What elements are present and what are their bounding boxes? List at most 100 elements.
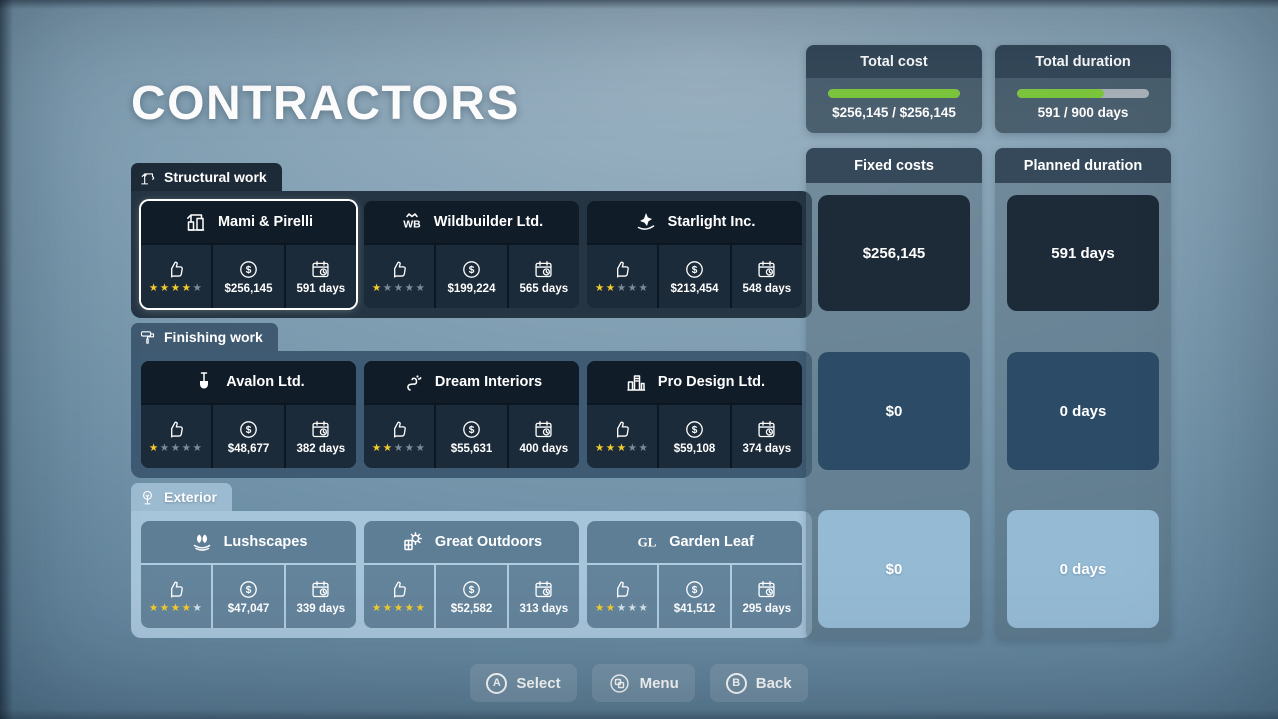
paint-roller-icon	[140, 330, 155, 344]
rating-stars: ★★★★★	[149, 283, 204, 294]
planned-duration-column: Planned duration 591 days 0 days 0 days	[995, 148, 1171, 640]
duration-value: 565 days	[519, 282, 569, 295]
calendar-icon	[758, 420, 775, 437]
back-button[interactable]: B Back	[709, 664, 808, 702]
star-empty-icon: ★	[159, 442, 171, 455]
dollar-icon: $	[240, 580, 257, 598]
cost-value: $59,108	[673, 442, 716, 455]
a-button-icon: A	[486, 672, 508, 694]
section-body-structural-work: Mami & Pirelli ★★★★★ $ $256,145 591 days WB Wi…	[131, 191, 812, 318]
calendar-icon	[312, 420, 329, 437]
svg-text:GL: GL	[638, 535, 657, 550]
rating-stars: ★★★★★	[372, 283, 427, 294]
calendar-icon	[535, 420, 552, 437]
leaves-logo-icon	[193, 534, 210, 551]
calendar-icon	[535, 580, 552, 597]
star-empty-icon: ★	[627, 282, 639, 295]
dollar-icon: $	[240, 260, 257, 278]
menu-button[interactable]: Menu	[591, 664, 695, 702]
duration-value: 400 days	[519, 442, 569, 455]
rating-cell: ★★★★★	[587, 565, 658, 628]
calendar-icon	[312, 260, 329, 277]
contractor-card[interactable]: Pro Design Ltd. ★★★★★ $ $59,108 374 days	[587, 361, 802, 468]
total-duration-value: 591 / 900 days	[1037, 105, 1129, 120]
star-empty-icon: ★	[192, 282, 204, 295]
contractor-card-header: Great Outdoors	[364, 521, 579, 563]
cost-cell: $ $48,677	[213, 405, 284, 468]
thumbs-up-icon	[616, 581, 629, 598]
rating-cell: ★★★★★	[587, 245, 658, 308]
contractor-card-header: Avalon Ltd.	[141, 361, 356, 403]
star-empty-icon: ★	[638, 602, 650, 615]
thumbs-up-icon	[393, 581, 406, 598]
section-exterior: Exterior Lushscapes ★★★★★ $ $47,047 339 days G…	[131, 483, 812, 638]
dollar-icon: $	[463, 420, 480, 438]
contractor-card[interactable]: Lushscapes ★★★★★ $ $47,047 339 days	[141, 521, 356, 628]
duration-value: 548 days	[742, 282, 792, 295]
contractor-card[interactable]: WB Wildbuilder Ltd. ★★★★★ $ $199,224 565 days	[364, 201, 579, 308]
thumbs-up-icon	[170, 421, 183, 438]
total-cost-panel: Total cost $256,145 / $256,145	[806, 45, 982, 133]
star-filled-icon: ★	[170, 602, 182, 615]
star-filled-icon: ★	[159, 602, 171, 615]
rating-cell: ★★★★★	[587, 405, 658, 468]
rating-cell: ★★★★★	[364, 565, 435, 628]
contractor-card-stats: ★★★★★ $ $48,677 382 days	[141, 405, 356, 468]
star-filled-icon: ★	[148, 442, 160, 455]
contractor-card[interactable]: Starlight Inc. ★★★★★ $ $213,454 548 days	[587, 201, 802, 308]
cost-cell: $ $59,108	[659, 405, 730, 468]
svg-text:$: $	[692, 265, 698, 276]
select-button[interactable]: A Select	[470, 664, 577, 702]
thumbs-up-icon	[393, 421, 406, 438]
star-filled-icon: ★	[382, 442, 394, 455]
fixed-cost-value-box: $0	[818, 510, 970, 628]
rating-stars: ★★★★★	[595, 443, 650, 454]
cost-cell: $ $41,512	[659, 565, 730, 628]
section-label: Finishing work	[164, 329, 263, 345]
contractor-card[interactable]: Avalon Ltd. ★★★★★ $ $48,677 382 days	[141, 361, 356, 468]
shovel-logo-icon	[200, 372, 209, 389]
contractor-card[interactable]: GL Garden Leaf ★★★★★ $ $41,512 295 days	[587, 521, 802, 628]
svg-text:$: $	[692, 585, 698, 596]
contractor-card[interactable]: Mami & Pirelli ★★★★★ $ $256,145 591 days	[141, 201, 356, 308]
star-filled-icon: ★	[605, 602, 617, 615]
star-empty-icon: ★	[404, 282, 416, 295]
calendar-icon	[535, 260, 552, 277]
svg-text:$: $	[246, 425, 252, 436]
contractor-name: Wildbuilder Ltd.	[433, 214, 544, 230]
calendar-icon	[758, 260, 775, 277]
star-empty-icon: ★	[393, 442, 405, 455]
duration-cell: 295 days	[731, 565, 802, 628]
contractor-name: Pro Design Ltd.	[657, 374, 766, 390]
sections: Structural work Mami & Pirelli ★★★★★ $ $256,…	[131, 163, 812, 643]
contractor-card[interactable]: Great Outdoors ★★★★★ $ $52,582 313 days	[364, 521, 579, 628]
contractor-card-stats: ★★★★★ $ $213,454 548 days	[587, 245, 802, 308]
contractor-card-header: Lushscapes	[141, 521, 356, 563]
duration-cell: 591 days	[285, 245, 356, 308]
contractor-card-stats: ★★★★★ $ $55,631 400 days	[364, 405, 579, 468]
dollar-icon: $	[686, 260, 703, 278]
contractor-card[interactable]: Dream Interiors ★★★★★ $ $55,631 400 days	[364, 361, 579, 468]
total-cost-progress-fill	[828, 89, 960, 98]
contractor-card-stats: ★★★★★ $ $59,108 374 days	[587, 405, 802, 468]
thumbs-up-icon	[170, 581, 183, 598]
star-empty-icon: ★	[192, 442, 204, 455]
dollar-icon: $	[463, 260, 480, 278]
star-filled-icon: ★	[393, 602, 405, 615]
rating-stars: ★★★★★	[149, 443, 204, 454]
star-empty-icon: ★	[627, 442, 639, 455]
svg-text:$: $	[469, 585, 475, 596]
total-duration-progressbar	[1017, 89, 1149, 98]
fixed-cost-value-box: $256,145	[818, 195, 970, 311]
cost-value: $52,582	[450, 602, 493, 615]
rating-cell: ★★★★★	[364, 405, 435, 468]
tree-icon	[143, 490, 152, 504]
menu-button-label: Menu	[639, 674, 679, 692]
sun-window-logo-icon	[404, 532, 422, 551]
star-filled-icon: ★	[181, 602, 193, 615]
planned-duration-value-box: 0 days	[1007, 510, 1159, 628]
planned-duration-value: 591 days	[1051, 244, 1115, 262]
svg-text:WB: WB	[403, 219, 421, 231]
rating-stars: ★★★★★	[595, 283, 650, 294]
cost-value: $256,145	[224, 282, 273, 295]
